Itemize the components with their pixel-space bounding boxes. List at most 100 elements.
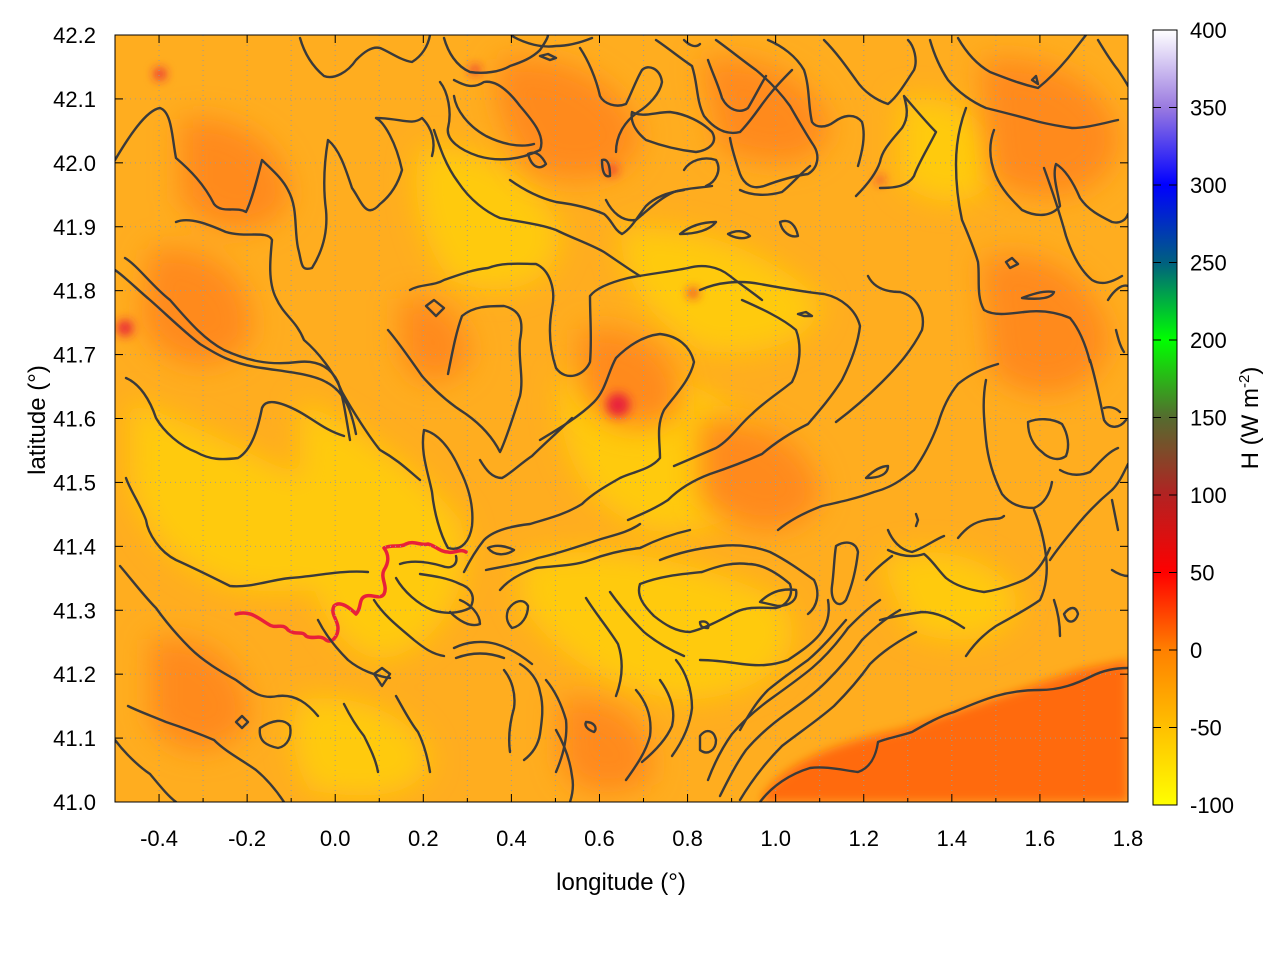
contour-line [398,554,458,569]
colorbar-tick-label: 250 [1190,251,1227,276]
contour-line [394,572,474,614]
contour-line [462,332,696,574]
contour-line [342,702,380,774]
contour-line [630,110,716,154]
contour-line [654,38,794,135]
y-tick-label: 42.2 [53,23,96,48]
contour-line [454,652,506,660]
contour-line [1106,284,1128,302]
contour-line [738,630,918,802]
contour-line [928,38,1120,130]
y-tick-label: 41.2 [53,662,96,687]
contour-line [1052,598,1062,638]
colorbar-tick-label: 300 [1190,173,1227,198]
colorbar-tick-label: -50 [1190,716,1222,741]
contour-line [544,678,568,774]
x-tick-label: 1.4 [937,826,968,851]
contour-line [126,704,286,802]
contour-line [526,151,548,169]
colorbar-tick-label: 400 [1190,18,1227,43]
contour-line [486,544,516,556]
contour-line [954,106,1092,364]
x-tick-label: 1.6 [1025,826,1056,851]
contour-line [505,599,530,630]
contour-line [878,610,966,630]
y-tick-label: 42.1 [53,87,96,112]
contour-line [624,688,652,782]
contour-line [670,658,694,758]
contour-line [448,598,482,627]
contour-line [118,564,320,718]
contour-line [386,304,523,454]
colorbar: 400 350 300 250 200 150 100 50 0 -50 -100 H (W m-2… [1152,18,1264,818]
x-tick-label: -0.4 [140,826,178,851]
colorbar-tick-label: 50 [1190,561,1214,586]
contour-line [822,38,917,106]
contour-line [438,78,543,161]
x-tick-label: 0.6 [584,826,615,851]
contour-line [124,376,346,461]
y-tick-label: 41.8 [53,279,96,304]
contour-line [637,562,793,634]
contour-line [698,620,710,630]
y-tick-label: 42.0 [53,151,96,176]
contour-line [174,218,422,482]
contour-line [776,362,1000,532]
contour-line [124,476,370,588]
colorbar-tick-label: 100 [1190,483,1227,508]
heatmap-southeast-region [760,660,1128,802]
contour-line [1042,166,1124,285]
contour-line [698,598,830,667]
contour-line [626,280,862,522]
y-tick-label: 41.0 [53,790,96,815]
contour-line [498,528,692,592]
contour-line [115,106,435,271]
contour-line [484,522,642,572]
contour-line [982,378,1054,510]
colorbar-tick-label: 0 [1190,638,1202,663]
contour-line [956,514,1006,540]
contour-line [834,274,925,424]
colorbar-label-main: H (W m [1237,388,1264,469]
contour-line [1058,446,1120,476]
contour-line [778,219,800,238]
contour-line [914,512,920,528]
contour-line [372,598,446,658]
contour-line [372,666,392,688]
contour-line [658,544,819,616]
contour-line [1088,358,1128,428]
y-tick-label: 41.5 [53,470,96,495]
y-tick-label: 41.3 [53,598,96,623]
y-axis: 41.0 41.1 41.2 41.3 41.4 41.5 41.6 41.7 41.8 41.9… [53,23,1128,815]
contour-line [508,178,686,236]
contour-line [432,128,642,278]
colorbar-label-superscript: -2 [1236,375,1253,388]
contour-line [706,598,882,782]
contour-line [538,52,558,62]
x-tick-label: 0.2 [408,826,439,851]
contour-line [864,464,890,480]
x-tick-label: 0.8 [672,826,703,851]
elevation-contours [115,35,1128,802]
contour-line [682,38,702,48]
contour-line [1114,328,1126,354]
contour-line [394,694,432,774]
colorbar-tick-label: 200 [1190,328,1227,353]
contour-line [554,728,575,802]
y-tick-label: 41.9 [53,215,96,240]
contour-line [714,38,819,189]
contour-line [964,508,1048,658]
contour-line [718,608,902,798]
contour-line [1110,498,1120,532]
contour-line [678,220,718,236]
x-tick-label: -0.2 [228,826,266,851]
contour-line [672,298,801,468]
contour-line [408,262,764,378]
contour-line [706,58,768,112]
contour-line [738,618,848,732]
contour-line [1004,256,1020,270]
contour-line [316,618,392,680]
contour-line [452,94,536,147]
contour-line [442,35,550,74]
